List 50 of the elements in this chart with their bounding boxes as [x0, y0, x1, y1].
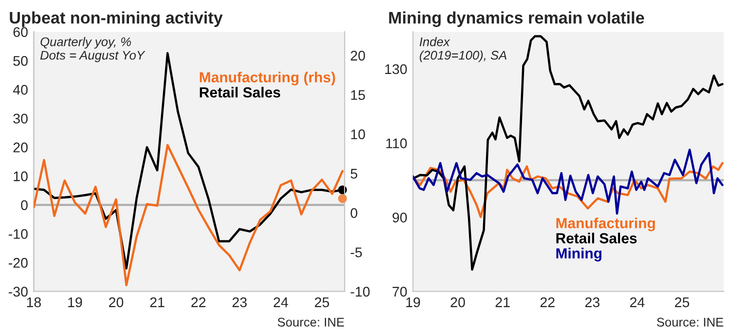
x-tick-label: 22: [191, 297, 206, 308]
x-tick-label: 24: [274, 297, 288, 308]
y-tick-label: 90: [392, 212, 407, 222]
series-label: Retail Sales: [200, 86, 280, 98]
x-tick-label: 20: [450, 297, 465, 308]
y-tick-label: 0: [21, 200, 28, 210]
y-tick-label: 130: [385, 64, 407, 74]
y2-tick-label: -5: [350, 248, 362, 258]
y-tick-label: 70: [392, 286, 407, 297]
x-tick-label: 21: [496, 297, 510, 308]
y-tick-label: -20: [8, 258, 28, 268]
x-tick-label: 25: [675, 297, 690, 308]
series-label: Manufacturing: [556, 218, 655, 232]
x-tick-label: 19: [406, 297, 420, 308]
chart-title: Upbeat non-mining activity: [10, 11, 223, 28]
y-tick-label: 30: [13, 114, 28, 124]
y-tick-label: 110: [386, 138, 407, 148]
text: Retail Sales: [556, 232, 637, 244]
y-tick-label: 40: [13, 84, 28, 95]
x-tick-label: 22: [540, 297, 555, 308]
y-tick-label: 60: [13, 27, 28, 37]
text: Mining: [556, 248, 602, 262]
y-tick-label: 50: [13, 56, 28, 66]
text: Manufacturing (rhs): [200, 72, 336, 86]
source-note: Source: INE: [656, 318, 724, 327]
line-series: [412, 35, 724, 271]
x-tick-label: 19: [68, 297, 82, 308]
y-tick-label: -30: [8, 286, 28, 297]
y-tick-label: 20: [13, 142, 28, 152]
y2-tick-label: 0: [350, 208, 358, 218]
y2-tick-label: 5: [350, 168, 358, 179]
y2-tick-label: 15: [351, 90, 365, 100]
line-series: [34, 144, 344, 286]
line-series: [412, 148, 724, 215]
y2-tick-label: 10: [351, 129, 366, 140]
x-tick-label: 23: [232, 297, 247, 308]
source-note: Source: INE: [278, 318, 344, 327]
y-tick-label: -10: [8, 229, 28, 239]
annotation: Index (2019=100), SA: [420, 37, 506, 62]
x-tick-label: 23: [585, 297, 600, 308]
x-tick-label: 21: [150, 297, 164, 308]
y-tick-label: 10: [14, 171, 28, 182]
x-tick-label: 20: [109, 297, 124, 308]
chart-title: Mining dynamics remain volatile: [389, 11, 644, 28]
y2-tick-label: -10: [350, 286, 370, 297]
y2-tick-label: 20: [350, 50, 366, 61]
x-tick-label: 24: [630, 297, 645, 308]
x-tick-label: 18: [27, 297, 41, 308]
x-tick-label: 25: [314, 297, 330, 308]
annotation: Quarterly yoy, % Dots = August YoY: [40, 37, 146, 62]
